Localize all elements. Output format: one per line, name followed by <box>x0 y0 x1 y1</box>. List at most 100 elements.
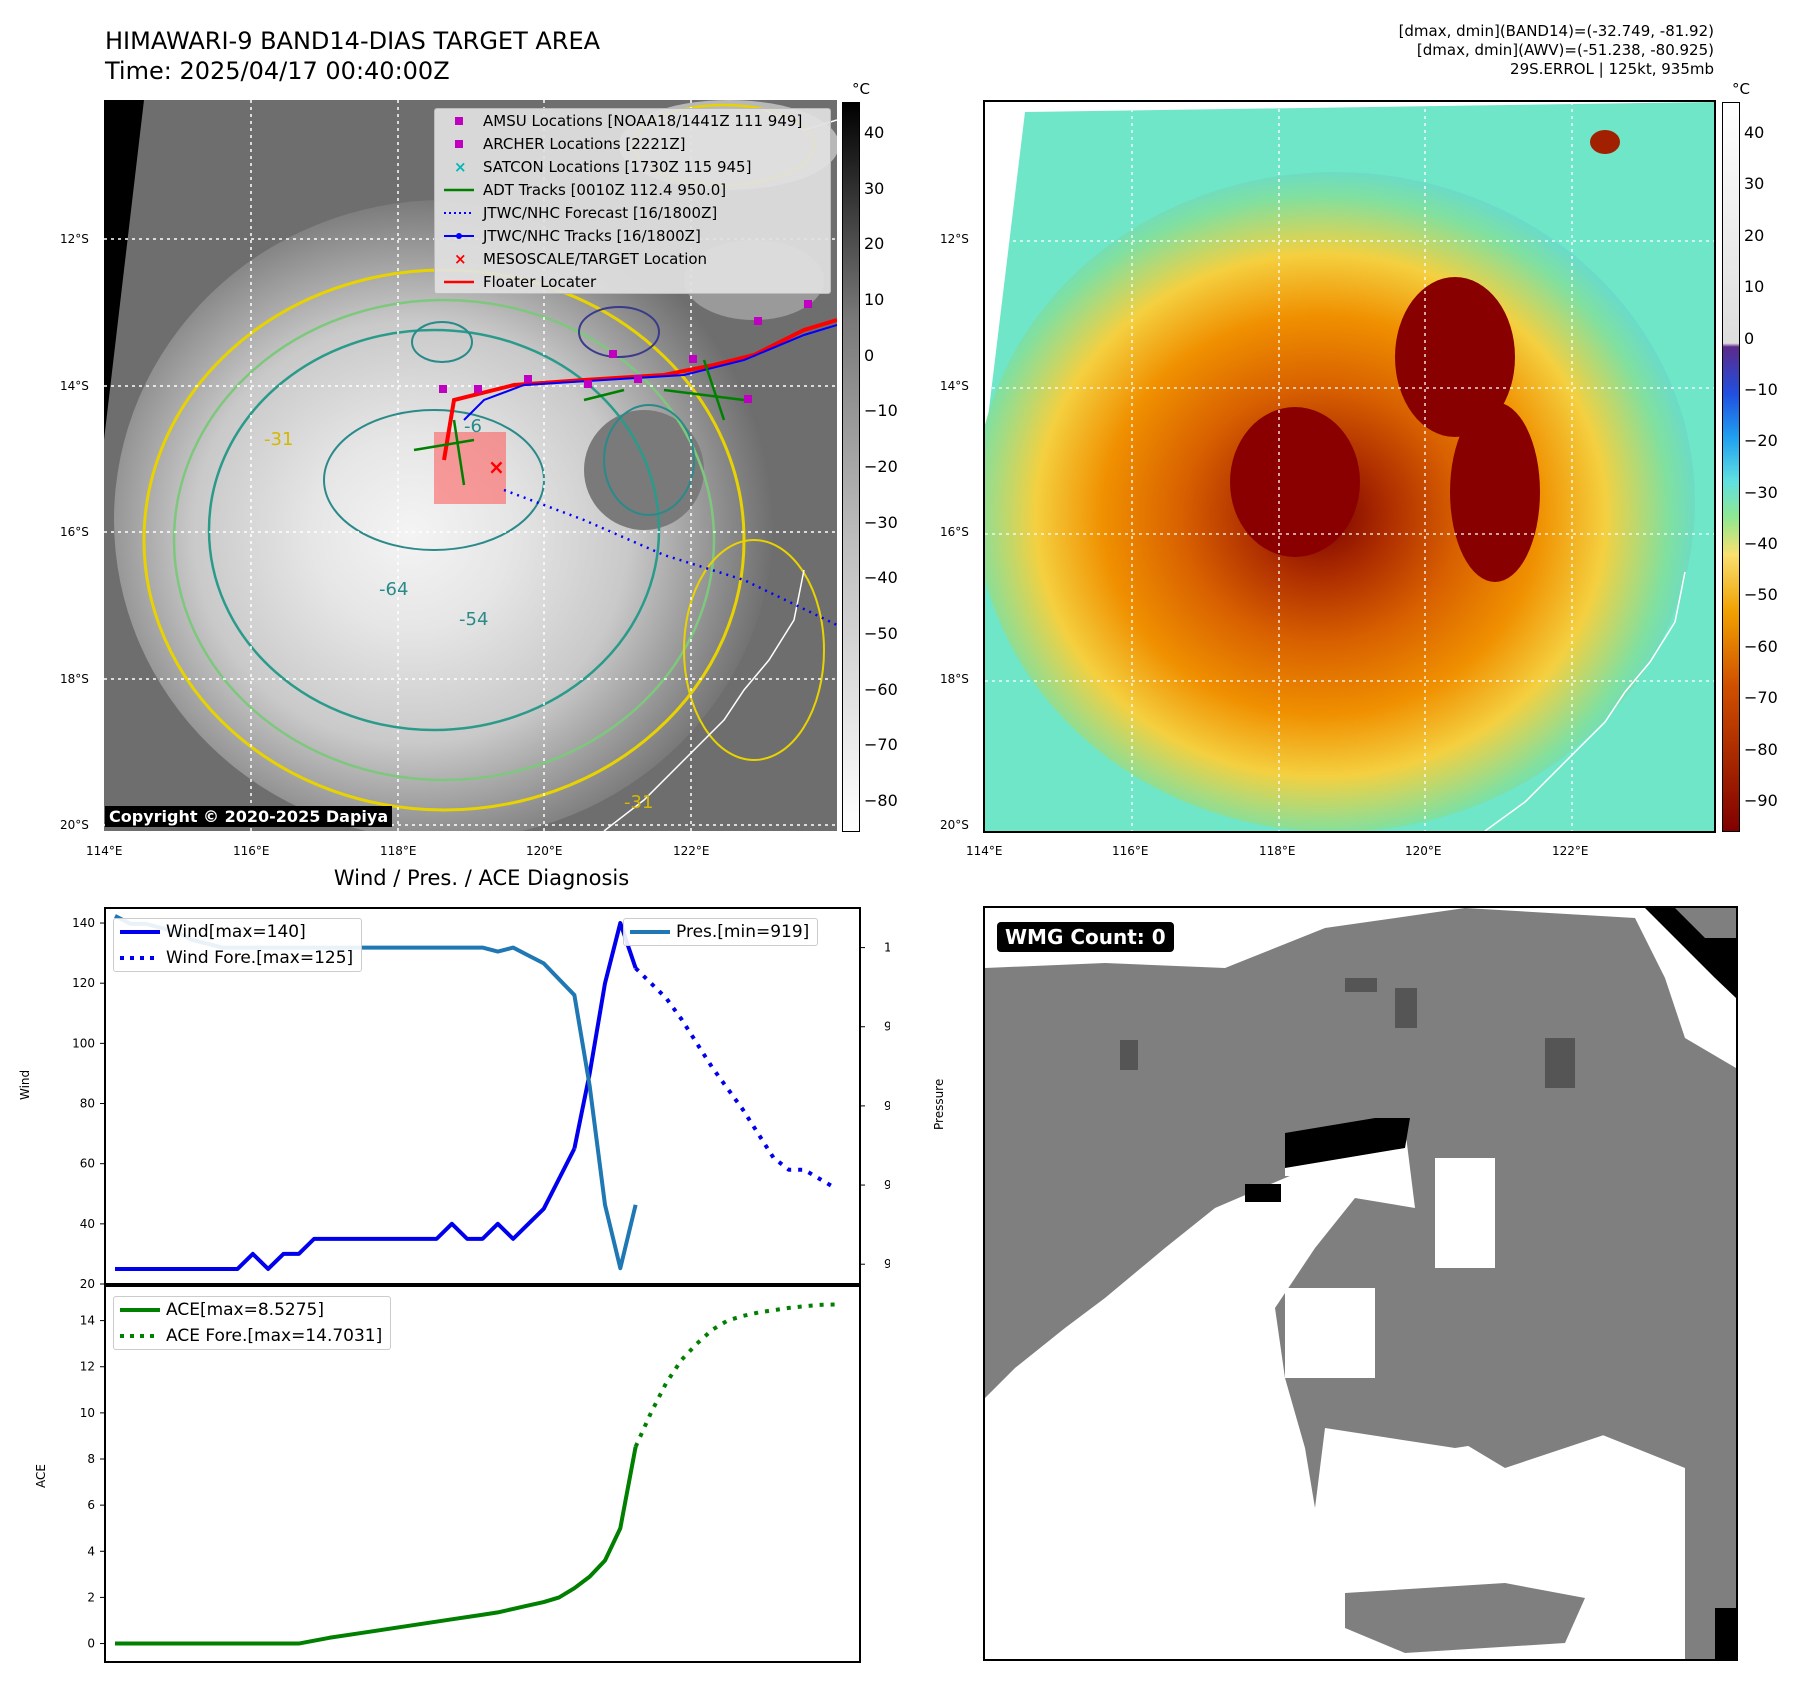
ir-lat-16s: 16°S <box>60 525 89 539</box>
svg-text:×: × <box>454 252 467 266</box>
ir-legend: AMSU Locations [NOAA18/1441Z 111 949] ARC… <box>434 108 831 294</box>
awv-colorbar <box>1722 102 1740 832</box>
ir-lat-18s: 18°S <box>60 672 89 686</box>
ir-legend-label: ADT Tracks [0010Z 112.4 950.0] <box>483 180 727 199</box>
line-marker-icon <box>435 279 483 285</box>
awv-lat-18s: 18°S <box>940 672 969 686</box>
colorbar-tick-label: −90 <box>1744 791 1778 810</box>
colorbar-tick-label: 40 <box>1744 123 1765 142</box>
y-tick-label: 4 <box>87 1544 95 1558</box>
svg-text:-31: -31 <box>264 429 293 450</box>
ir-legend-label: AMSU Locations [NOAA18/1441Z 111 949] <box>483 111 803 130</box>
wmg-image <box>985 908 1736 1659</box>
map-title-line1: HIMAWARI-9 BAND14-DIAS TARGET AREA <box>105 27 601 55</box>
colorbar-tick-label: −60 <box>1744 636 1778 656</box>
info-awv: [dmax, dmin](AWV)=(-51.238, -80.925) <box>1416 41 1714 59</box>
ir-lon-120e: 120°E <box>526 844 563 858</box>
y2-tick-label: 920 <box>884 1257 890 1271</box>
ir-legend-item: JTWC/NHC Tracks [16/1800Z] <box>435 224 830 247</box>
ace-axis-label: ACE <box>34 1464 48 1488</box>
colorbar-tick-label: −40 <box>864 568 898 588</box>
legend-wind-forecast: Wind Fore.[max=125] <box>120 948 354 968</box>
ir-contour-labels: -31 -64 -54 -31 -6 <box>264 416 653 813</box>
y-tick-label: 12 <box>80 1360 95 1374</box>
wind-legend: Wind[max=140] Wind Fore.[max=125] <box>113 918 363 972</box>
y2-tick-label: 980 <box>884 1020 890 1034</box>
ir-colorbar-unit: °C <box>852 80 870 98</box>
ir-legend-item: Floater Locater <box>435 270 830 293</box>
awv-lon-118e: 118°E <box>1259 844 1296 858</box>
ir-legend-item: AMSU Locations [NOAA18/1441Z 111 949] <box>435 109 830 132</box>
ir-lon-116e: 116°E <box>233 844 270 858</box>
y-tick-label: 2 <box>87 1590 95 1604</box>
ir-legend-label: MESOSCALE/TARGET Location <box>483 249 708 268</box>
wind-axis-label: Wind <box>18 1069 32 1100</box>
ir-lon-114e: 114°E <box>86 844 123 858</box>
colorbar-tick-label: 40 <box>864 123 885 142</box>
jtwc-track <box>463 324 837 421</box>
svg-text:×: × <box>454 160 467 174</box>
y-tick-label: 10 <box>80 1406 95 1420</box>
y-tick-label: 14 <box>80 1314 95 1328</box>
colorbar-tick-label: 0 <box>864 345 875 365</box>
colorbar-tick-label: 0 <box>1744 328 1755 348</box>
plot-frame <box>104 1285 861 1663</box>
awv-lon-114e: 114°E <box>966 844 1003 858</box>
colorbar-tick-label: −50 <box>864 624 898 643</box>
awv-lon-120e: 120°E <box>1405 844 1442 858</box>
target-x-marker: × <box>488 455 505 479</box>
colorbar-tick-label: 10 <box>864 290 885 309</box>
amsu-archer-markers <box>439 300 812 403</box>
svg-text:-31: -31 <box>624 792 653 813</box>
ir-legend-item: JTWC/NHC Forecast [16/1800Z] <box>435 201 830 224</box>
ir-legend-label: SATCON Locations [1730Z 115 945] <box>483 157 752 176</box>
y-tick-label: 8 <box>87 1452 95 1466</box>
awv-lon-116e: 116°E <box>1112 844 1149 858</box>
svg-text:-6: -6 <box>464 416 482 437</box>
plot-frame <box>104 907 861 1285</box>
colorbar-tick-label: −70 <box>1744 688 1778 708</box>
colorbar-tick-label: −50 <box>1744 585 1778 605</box>
ir-map-panel: × -31 -64 -54 -31 -6 AMSU Locations [NOA… <box>104 100 837 831</box>
y-tick-label: 140 <box>72 916 95 930</box>
y-tick-label: 60 <box>80 1157 95 1171</box>
colorbar-tick-label: 20 <box>864 234 885 254</box>
colorbar-tick-label: −10 <box>864 401 898 421</box>
square-marker-icon <box>435 115 483 127</box>
line-marker-icon <box>435 187 483 193</box>
map-title-line2: Time: 2025/04/17 00:40:00Z <box>105 57 450 85</box>
x-marker-icon: × <box>435 252 483 266</box>
colorbar-tick-label: −40 <box>1744 534 1778 554</box>
y2-tick-label: 960 <box>884 1099 890 1113</box>
colorbar-tick-label: 10 <box>1744 277 1765 297</box>
colorbar-tick-label: −30 <box>1744 482 1778 502</box>
wind-pressure-chart: 20 40 60 80 100 120 140 920 940 960 980 1000 <box>72 907 890 1290</box>
ir-legend-item: × SATCON Locations [1730Z 115 945] <box>435 155 830 178</box>
legend-ace-forecast: ACE Fore.[max=14.7031] <box>120 1326 383 1346</box>
info-block: [dmax, dmin](BAND14)=(-32.749, -81.92) [… <box>1114 22 1714 79</box>
svg-text:-64: -64 <box>379 579 408 600</box>
colorbar-tick-label: −30 <box>864 512 898 532</box>
awv-map-image <box>985 102 1714 831</box>
y-tick-label: 6 <box>87 1498 95 1512</box>
y-tick-label: 20 <box>80 1277 95 1290</box>
y-tick-label: 100 <box>72 1036 95 1050</box>
colorbar-tick-label: −10 <box>1744 379 1778 399</box>
awv-map-panel <box>983 100 1716 833</box>
line-dot-marker-icon <box>435 232 483 240</box>
series-line-0 <box>115 1446 638 1646</box>
colorbar-tick-label: 30 <box>1744 174 1765 194</box>
colorbar-tick-label: −80 <box>1744 739 1778 759</box>
square-marker-icon <box>435 138 483 150</box>
ir-legend-label: ARCHER Locations [2221Z] <box>483 134 686 153</box>
ir-legend-item: ADT Tracks [0010Z 112.4 950.0] <box>435 178 830 201</box>
ir-legend-label: JTWC/NHC Forecast [16/1800Z] <box>483 203 718 222</box>
ir-legend-label: Floater Locater <box>483 272 597 291</box>
y-tick-label: 40 <box>80 1217 95 1231</box>
awv-lat-12s: 12°S <box>940 232 969 246</box>
svg-text:-54: -54 <box>459 609 488 630</box>
awv-lat-16s: 16°S <box>940 525 969 539</box>
colorbar-tick-label: −60 <box>864 679 898 699</box>
y-tick-label: 0 <box>87 1637 95 1651</box>
copyright-label: Copyright © 2020-2025 Dapiya <box>105 806 393 827</box>
